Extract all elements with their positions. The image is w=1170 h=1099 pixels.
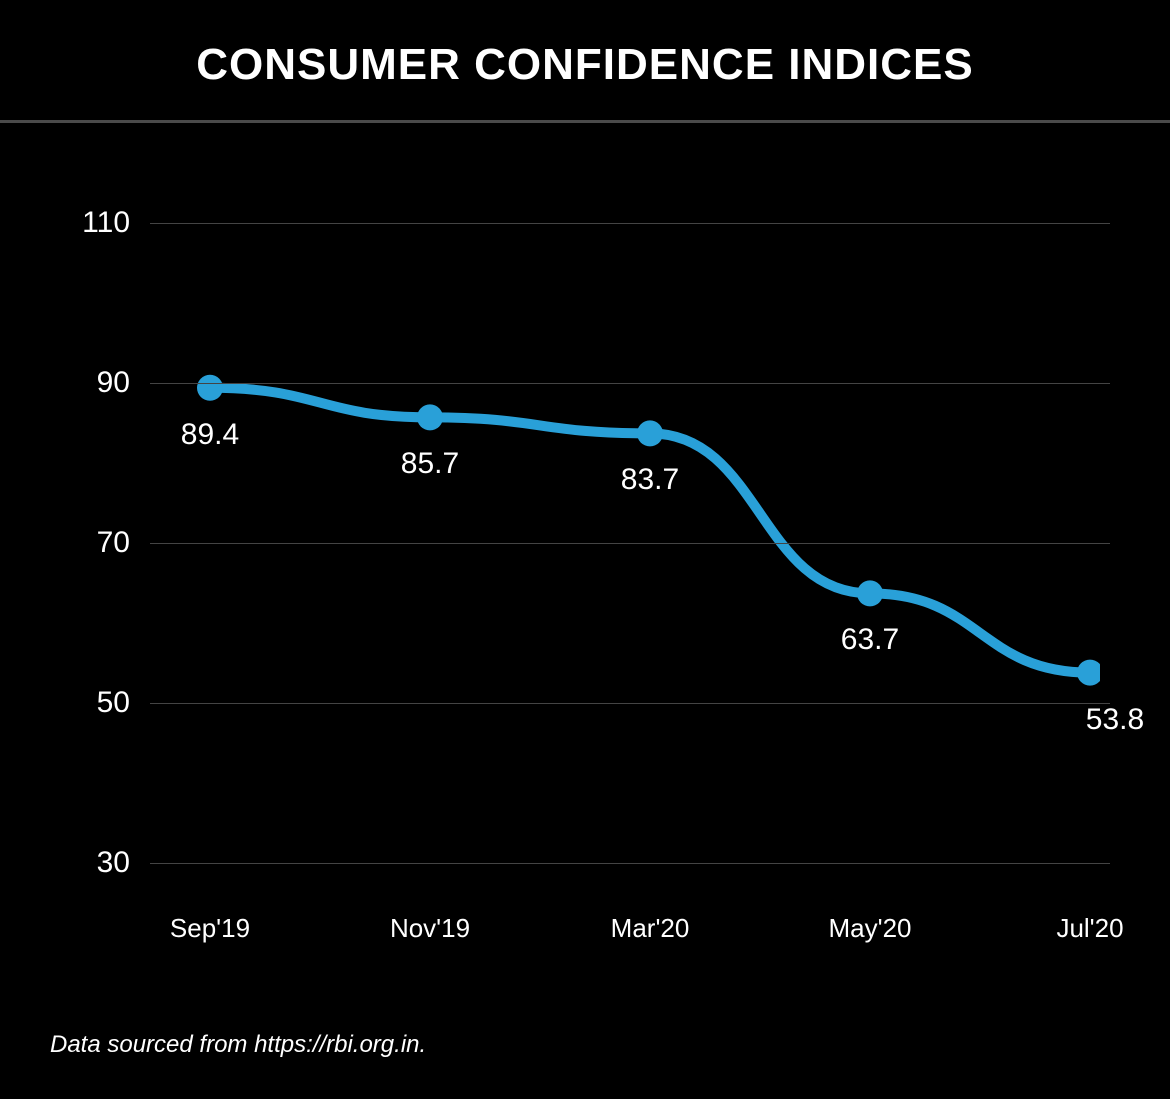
y-axis-tick-label: 90 — [60, 366, 130, 400]
y-axis-tick-label: 70 — [60, 526, 130, 560]
y-axis-tick-label: 30 — [60, 846, 130, 880]
gridline — [150, 223, 1110, 224]
chart-title: CONSUMER CONFIDENCE INDICES — [20, 40, 1150, 90]
line-chart-svg — [150, 223, 1100, 923]
header-divider — [0, 120, 1170, 123]
gridline — [150, 383, 1110, 384]
gridline — [150, 863, 1110, 864]
chart-marker — [1077, 660, 1100, 686]
gridline — [150, 703, 1110, 704]
data-point-label: 53.8 — [1086, 703, 1144, 737]
x-axis-tick-label: Sep'19 — [170, 913, 250, 944]
data-point-label: 83.7 — [621, 463, 679, 497]
chart-marker — [417, 404, 443, 430]
y-axis-tick-label: 50 — [60, 686, 130, 720]
gridline — [150, 543, 1110, 544]
chart-marker — [637, 420, 663, 446]
chart-container: 11090705030Sep'19Nov'19Mar'20May'20Jul'2… — [60, 223, 1110, 923]
x-axis-tick-label: Nov'19 — [390, 913, 470, 944]
x-axis-tick-label: Mar'20 — [611, 913, 690, 944]
data-point-label: 85.7 — [401, 447, 459, 481]
chart-header: CONSUMER CONFIDENCE INDICES — [0, 0, 1170, 120]
x-axis-tick-label: Jul'20 — [1056, 913, 1123, 944]
data-source-footer: Data sourced from https://rbi.org.in. — [50, 1031, 426, 1059]
y-axis-tick-label: 110 — [60, 206, 130, 240]
x-axis-tick-label: May'20 — [828, 913, 911, 944]
chart-marker — [197, 375, 223, 401]
chart-marker — [857, 580, 883, 606]
data-point-label: 89.4 — [181, 418, 239, 452]
data-point-label: 63.7 — [841, 623, 899, 657]
